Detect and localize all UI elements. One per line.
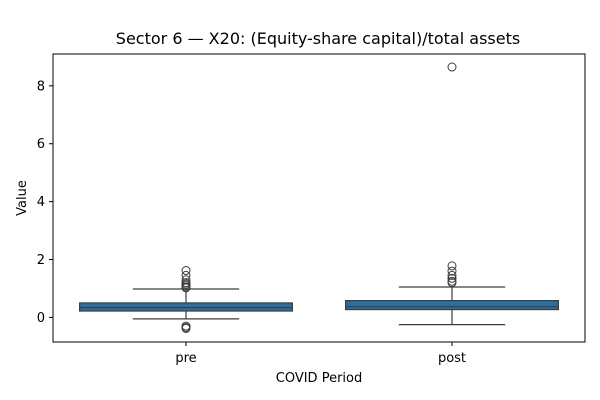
box-group-pre [78, 266, 294, 333]
box-post [345, 300, 560, 311]
y-tick-label-8: 8 [37, 79, 45, 94]
outlier-post-2 [447, 273, 457, 283]
outlier-post-3 [447, 270, 457, 280]
outlier-pre-6 [181, 270, 191, 280]
outlier-post-6 [447, 62, 457, 72]
x-tick-label-post: post [438, 351, 466, 366]
y-tick-label-4: 4 [37, 195, 45, 210]
outlier-post-4 [447, 266, 457, 276]
chart-title: Sector 6 — X20: (Equity-share capital)/t… [116, 29, 520, 48]
outlier-post-1 [447, 276, 457, 286]
outlier-pre-5 [181, 275, 191, 285]
plot-frame [52, 53, 586, 343]
x-axis: pre post [175, 342, 466, 366]
outlier-post-5 [447, 261, 457, 271]
y-axis: 0 2 4 6 8 [37, 79, 53, 326]
y-axis-label: Value [15, 180, 30, 216]
outlier-pre-10 [181, 323, 191, 333]
box-group-post [345, 62, 560, 326]
y-tick-label-0: 0 [37, 311, 45, 326]
y-tick-label-2: 2 [37, 253, 45, 268]
boxes [78, 62, 560, 333]
x-tick-label-pre: pre [175, 351, 196, 366]
outlier-pre-7 [181, 266, 191, 276]
outlier-pre-4 [181, 278, 191, 288]
y-tick-label-6: 6 [37, 137, 45, 152]
x-axis-label: COVID Period [276, 371, 363, 386]
